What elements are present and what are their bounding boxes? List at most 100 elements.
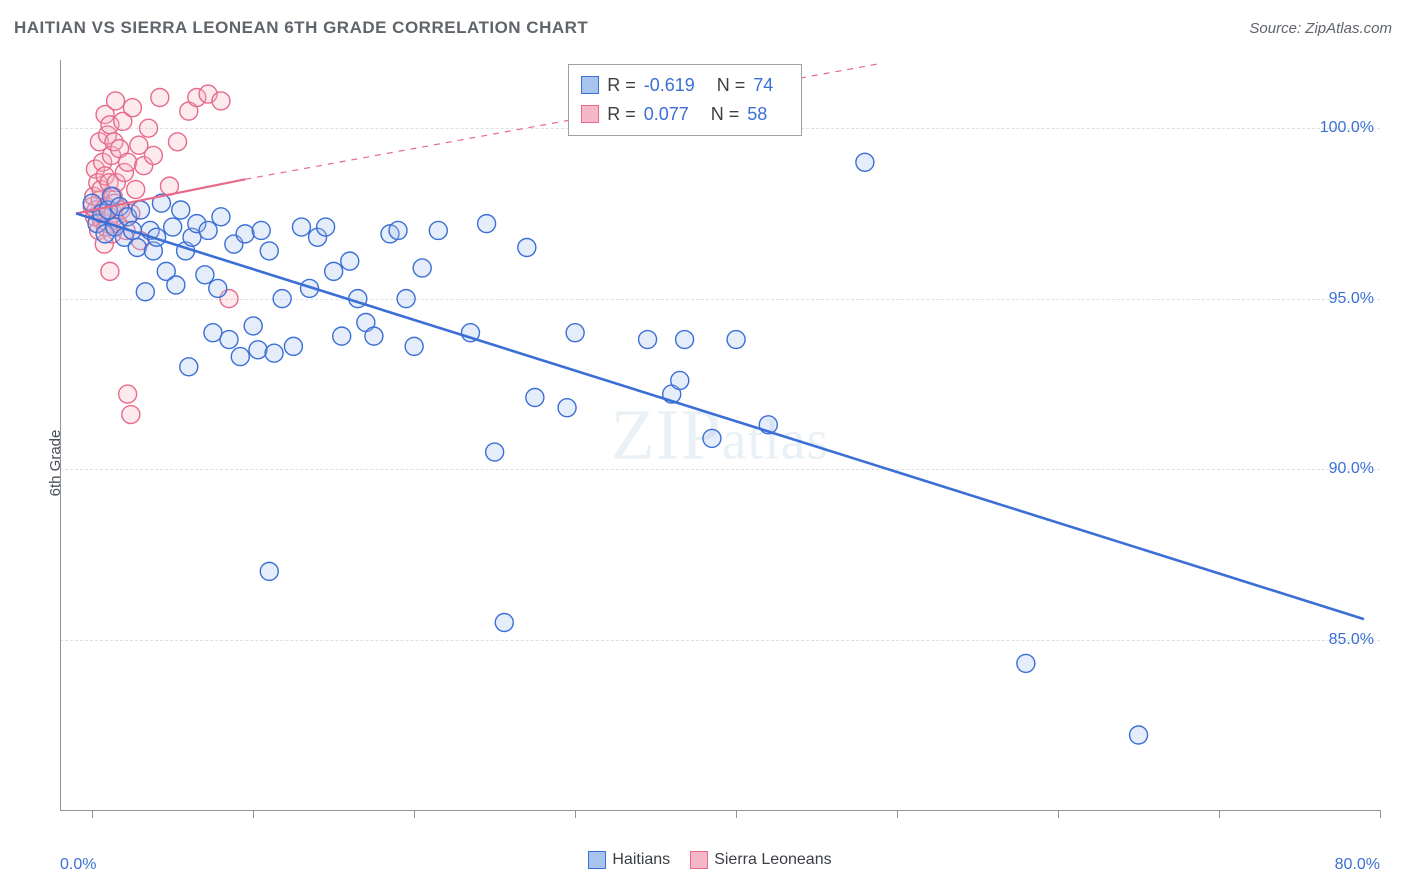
legend-swatch bbox=[588, 851, 606, 869]
x-tick bbox=[575, 810, 576, 818]
data-point bbox=[220, 331, 238, 349]
data-point bbox=[196, 266, 214, 284]
data-point bbox=[413, 259, 431, 277]
data-point bbox=[478, 215, 496, 233]
x-tick bbox=[414, 810, 415, 818]
data-point bbox=[365, 327, 383, 345]
x-tick bbox=[92, 810, 93, 818]
data-point bbox=[209, 279, 227, 297]
data-point bbox=[244, 317, 262, 335]
legend-items: Haitians Sierra Leoneans bbox=[588, 851, 851, 874]
data-point bbox=[180, 358, 198, 376]
source-attribution: Source: ZipAtlas.com bbox=[1249, 20, 1392, 37]
data-point bbox=[107, 92, 125, 110]
data-point bbox=[341, 252, 359, 270]
data-point bbox=[856, 153, 874, 171]
data-point bbox=[136, 283, 154, 301]
n-value: 58 bbox=[747, 100, 767, 129]
source-name: ZipAtlas.com bbox=[1305, 20, 1392, 37]
r-value: -0.619 bbox=[644, 71, 695, 100]
data-point bbox=[204, 324, 222, 342]
data-point bbox=[317, 218, 335, 236]
data-point bbox=[703, 429, 721, 447]
stats-box: R =-0.619N =74R =0.077N =58 bbox=[568, 64, 802, 136]
data-point bbox=[325, 262, 343, 280]
data-point bbox=[260, 242, 278, 260]
data-point bbox=[119, 153, 137, 171]
data-point bbox=[671, 371, 689, 389]
data-point bbox=[486, 443, 504, 461]
data-point bbox=[172, 201, 190, 219]
x-tick bbox=[1219, 810, 1220, 818]
data-point bbox=[199, 221, 217, 239]
legend-label: Sierra Leoneans bbox=[714, 851, 831, 869]
x-tick bbox=[897, 810, 898, 818]
r-label: R = bbox=[607, 71, 636, 100]
x-axis-max-label: 80.0% bbox=[1335, 856, 1380, 874]
bottom-legend: 0.0% HaitiansSierra Leoneans 80.0% bbox=[60, 851, 1380, 874]
data-point bbox=[273, 290, 291, 308]
data-point bbox=[231, 348, 249, 366]
plot-area: ZIPatlas 85.0%90.0%95.0%100.0%R =-0.619N… bbox=[60, 60, 1380, 810]
data-point bbox=[123, 99, 141, 117]
data-point bbox=[119, 385, 137, 403]
x-tick bbox=[1058, 810, 1059, 818]
data-point bbox=[333, 327, 351, 345]
data-point bbox=[101, 262, 119, 280]
n-label: N = bbox=[711, 100, 740, 129]
data-point bbox=[164, 218, 182, 236]
data-point bbox=[526, 389, 544, 407]
x-tick bbox=[736, 810, 737, 818]
legend-item: Sierra Leoneans bbox=[690, 851, 831, 869]
data-point bbox=[397, 290, 415, 308]
x-tick bbox=[1380, 810, 1381, 818]
r-value: 0.077 bbox=[644, 100, 689, 129]
legend-label: Haitians bbox=[612, 851, 670, 869]
data-point bbox=[127, 181, 145, 199]
data-point bbox=[284, 337, 302, 355]
legend-swatch bbox=[581, 105, 599, 123]
data-point bbox=[167, 276, 185, 294]
x-axis-line bbox=[60, 810, 1380, 811]
data-point bbox=[122, 406, 140, 424]
legend-swatch bbox=[581, 76, 599, 94]
stats-row: R = -0.619 N =74 bbox=[581, 71, 787, 100]
chart-title: HAITIAN VS SIERRA LEONEAN 6TH GRADE CORR… bbox=[14, 18, 588, 38]
data-point bbox=[236, 225, 254, 243]
data-point bbox=[1130, 726, 1148, 744]
data-point bbox=[249, 341, 267, 359]
data-point bbox=[140, 119, 158, 137]
data-point bbox=[495, 614, 513, 632]
data-point bbox=[727, 331, 745, 349]
data-point bbox=[566, 324, 584, 342]
data-point bbox=[144, 146, 162, 164]
data-point bbox=[169, 133, 187, 151]
data-point bbox=[676, 331, 694, 349]
data-point bbox=[260, 562, 278, 580]
n-value: 74 bbox=[753, 71, 773, 100]
data-point bbox=[518, 239, 536, 257]
chart-header: HAITIAN VS SIERRA LEONEAN 6TH GRADE CORR… bbox=[14, 18, 1392, 38]
data-point bbox=[429, 221, 447, 239]
n-label: N = bbox=[717, 71, 746, 100]
data-point bbox=[212, 92, 230, 110]
data-point bbox=[558, 399, 576, 417]
data-point bbox=[128, 239, 146, 257]
data-point bbox=[292, 218, 310, 236]
data-point bbox=[265, 344, 283, 362]
scatter-svg bbox=[60, 60, 1380, 810]
chart-container: 6th Grade ZIPatlas 85.0%90.0%95.0%100.0%… bbox=[14, 52, 1392, 874]
r-label: R = bbox=[607, 100, 636, 129]
trend-line bbox=[76, 213, 1364, 619]
data-point bbox=[405, 337, 423, 355]
data-point bbox=[131, 201, 149, 219]
data-point bbox=[252, 221, 270, 239]
data-point bbox=[151, 89, 169, 107]
data-point bbox=[389, 221, 407, 239]
source-prefix: Source: bbox=[1249, 20, 1305, 37]
legend-item: Haitians bbox=[588, 851, 670, 869]
data-point bbox=[212, 208, 230, 226]
legend-swatch bbox=[690, 851, 708, 869]
stats-row: R = 0.077 N =58 bbox=[581, 100, 787, 129]
x-tick bbox=[253, 810, 254, 818]
